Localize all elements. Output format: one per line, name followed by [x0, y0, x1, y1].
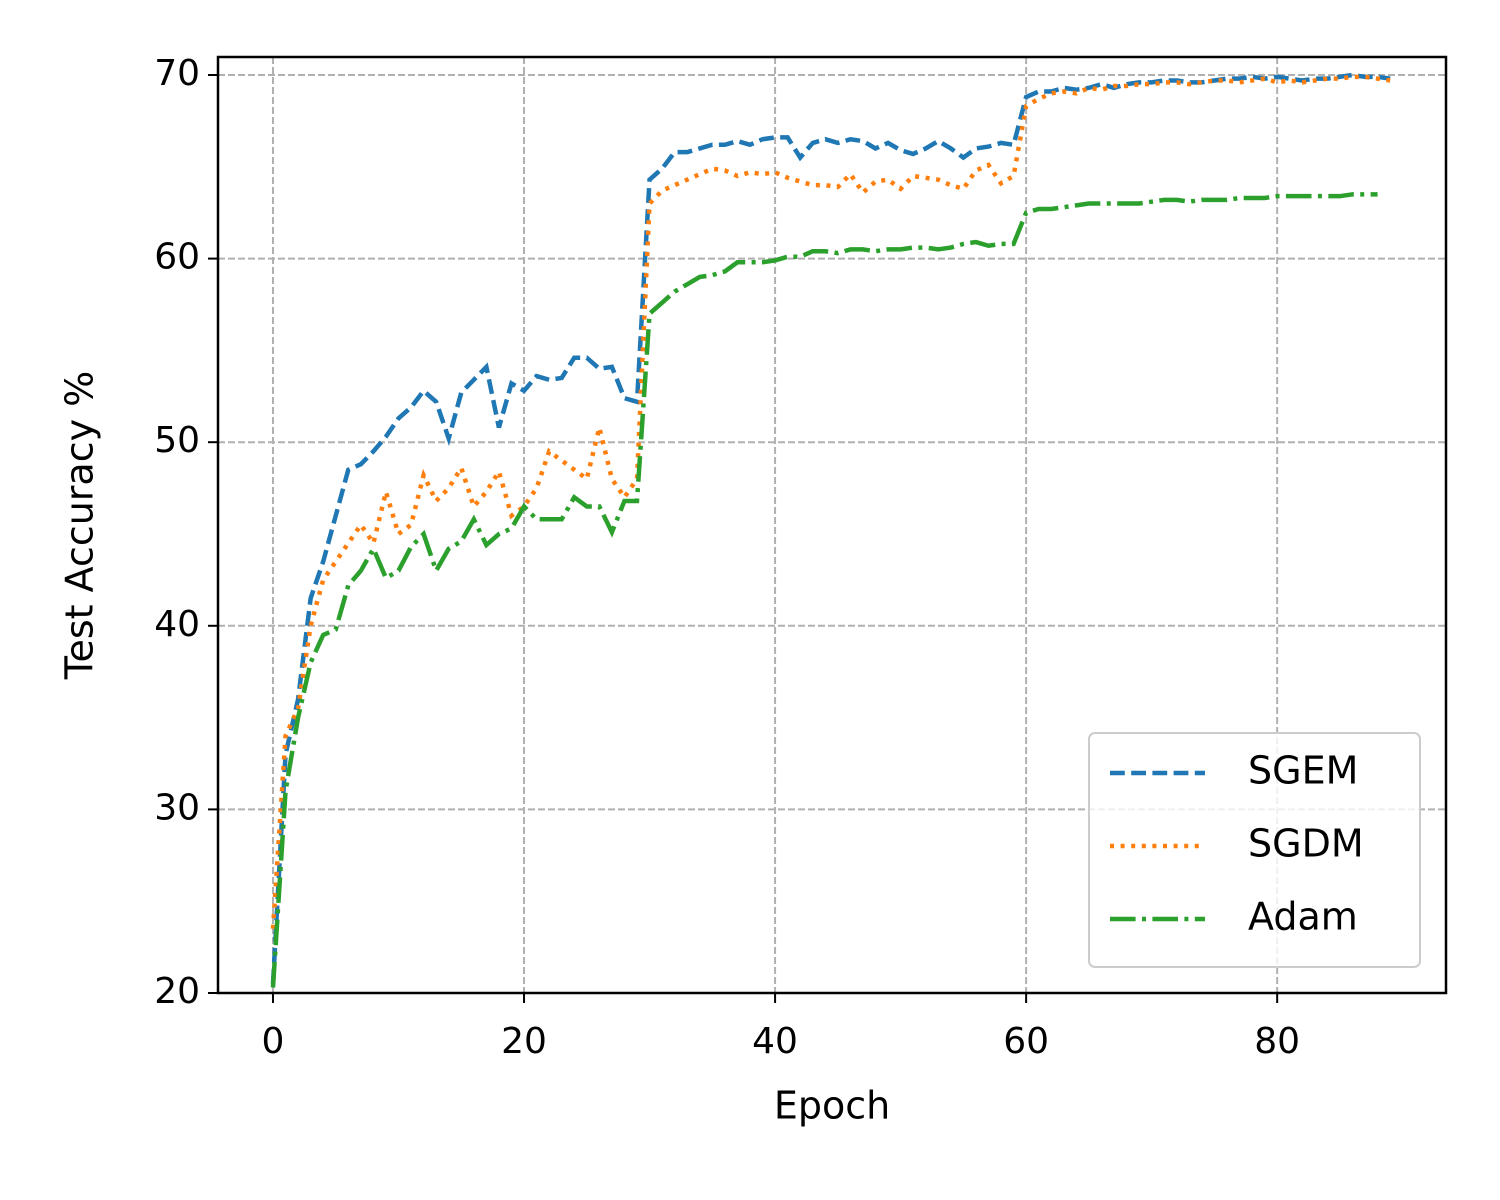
y-tick-label: 70 — [154, 53, 200, 94]
series-line — [270, 192, 1378, 988]
legend-box — [1088, 732, 1421, 968]
x-tick-label: 0 — [262, 1021, 285, 1062]
y-tick-label: 40 — [154, 604, 200, 645]
y-tick-label: 20 — [154, 971, 200, 1012]
x-axis-label: Epoch — [774, 1084, 890, 1128]
legend-label: SGDM — [1248, 822, 1364, 866]
y-axis-label: Test Accuracy % — [58, 371, 102, 681]
y-tick-label: 30 — [154, 787, 200, 828]
y-tick-label: 50 — [154, 420, 200, 461]
x-tick-label: 80 — [1254, 1021, 1300, 1062]
legend: SGEM SGDM Adam — [1088, 732, 1421, 968]
legend-label: Adam — [1248, 895, 1358, 939]
y-tick-label: 60 — [154, 237, 200, 278]
x-tick-label: 20 — [501, 1021, 547, 1062]
x-tick-label: 60 — [1003, 1021, 1049, 1062]
plot-frame — [216, 55, 1448, 995]
x-tick-label: 40 — [752, 1021, 798, 1062]
series-line — [270, 72, 1391, 984]
legend-label: SGEM — [1248, 749, 1358, 793]
